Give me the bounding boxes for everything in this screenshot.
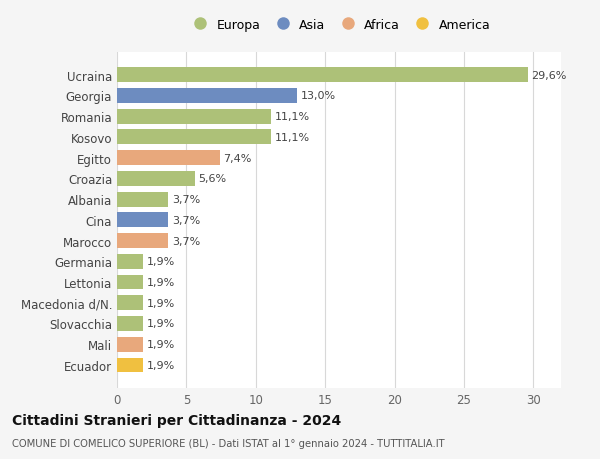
Bar [117, 109, 271, 124]
Bar [117, 337, 143, 352]
Text: 11,1%: 11,1% [274, 133, 310, 143]
Text: 3,7%: 3,7% [172, 236, 200, 246]
Text: 1,9%: 1,9% [147, 360, 175, 370]
Legend: Europa, Asia, Africa, America: Europa, Asia, Africa, America [188, 19, 490, 32]
Text: 1,9%: 1,9% [147, 319, 175, 329]
Text: 1,9%: 1,9% [147, 340, 175, 349]
Text: 3,7%: 3,7% [172, 215, 200, 225]
Bar [117, 68, 528, 83]
Text: COMUNE DI COMELICO SUPERIORE (BL) - Dati ISTAT al 1° gennaio 2024 - TUTTITALIA.I: COMUNE DI COMELICO SUPERIORE (BL) - Dati… [12, 438, 445, 448]
Bar [117, 296, 143, 311]
Bar [117, 213, 169, 228]
Text: 1,9%: 1,9% [147, 257, 175, 267]
Bar [117, 172, 194, 186]
Text: 1,9%: 1,9% [147, 298, 175, 308]
Bar [117, 130, 271, 145]
Bar [117, 151, 220, 166]
Text: 7,4%: 7,4% [223, 153, 251, 163]
Text: 13,0%: 13,0% [301, 91, 336, 101]
Text: 29,6%: 29,6% [531, 71, 566, 80]
Bar [117, 254, 143, 269]
Bar [117, 234, 169, 248]
Bar [117, 89, 298, 104]
Bar [117, 316, 143, 331]
Bar [117, 192, 169, 207]
Bar [117, 275, 143, 290]
Text: 11,1%: 11,1% [274, 112, 310, 122]
Text: 1,9%: 1,9% [147, 277, 175, 287]
Bar [117, 358, 143, 373]
Text: 5,6%: 5,6% [198, 174, 226, 184]
Text: 3,7%: 3,7% [172, 195, 200, 205]
Text: Cittadini Stranieri per Cittadinanza - 2024: Cittadini Stranieri per Cittadinanza - 2… [12, 414, 341, 428]
